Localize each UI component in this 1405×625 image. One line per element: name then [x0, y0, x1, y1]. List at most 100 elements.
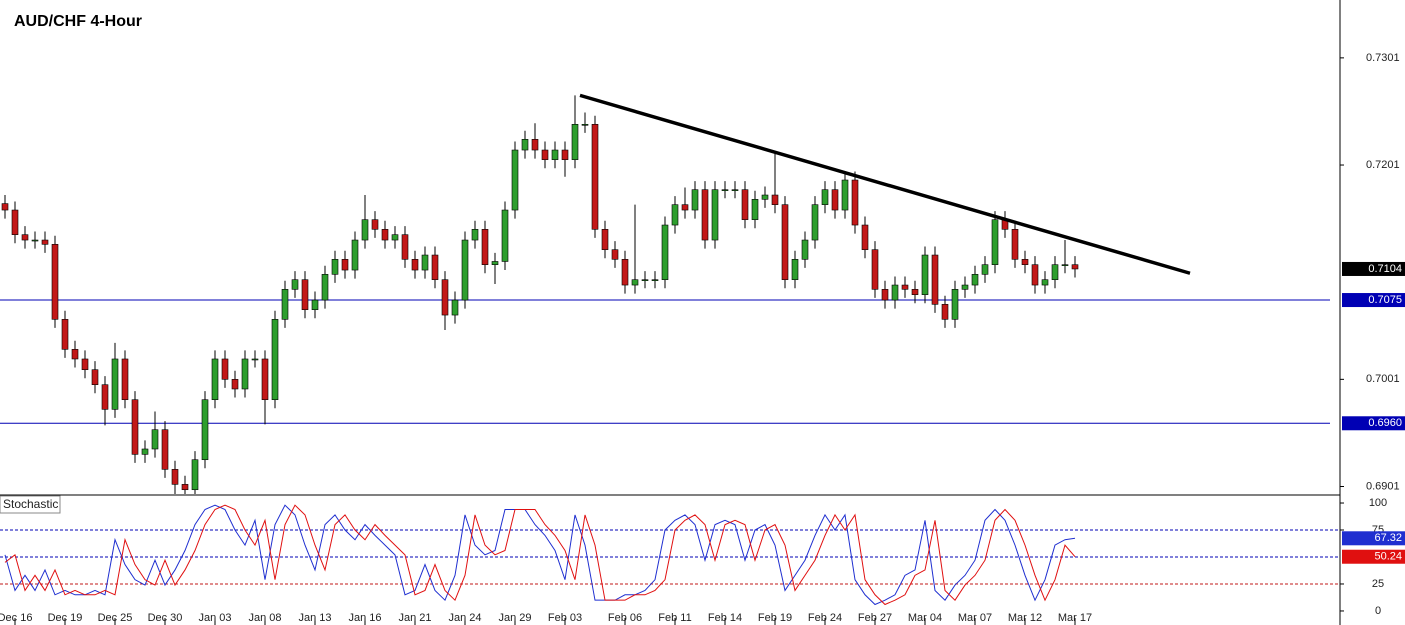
candle-body	[841, 179, 849, 211]
x-tick-label: Jan 21	[398, 612, 431, 624]
candle-body	[541, 149, 549, 160]
candle-body	[931, 254, 939, 305]
candle-body	[691, 189, 699, 211]
candle-body	[521, 139, 529, 151]
candle-body	[781, 204, 789, 280]
candle-body	[1071, 264, 1079, 270]
candle-body	[251, 358, 259, 361]
candle-body	[501, 209, 509, 262]
candle-body	[71, 349, 79, 360]
stochastic-value-label: 50.24	[1374, 551, 1402, 563]
candle-body	[681, 204, 689, 211]
candle-body	[561, 149, 569, 160]
x-tick-label: Jan 03	[198, 612, 231, 624]
candle-body	[1061, 264, 1069, 266]
candle-body	[1011, 229, 1019, 260]
candle-body	[831, 189, 839, 211]
last-price-label-box	[1342, 261, 1405, 276]
candle-body	[941, 304, 949, 320]
x-tick-label: Mar 07	[958, 612, 992, 624]
candle-body	[531, 139, 539, 151]
candle-body	[381, 229, 389, 241]
candle-body	[461, 239, 469, 301]
candle-body	[451, 299, 459, 316]
candle-body	[61, 319, 69, 350]
level-label-box	[1342, 416, 1405, 431]
x-tick-label: Feb 06	[608, 612, 642, 624]
candle-body	[671, 204, 679, 226]
candle-body	[321, 274, 329, 301]
candle-body	[111, 358, 119, 410]
x-tick-label: Feb 11	[658, 612, 691, 624]
candle-body	[951, 289, 959, 320]
level-label: 0.7075	[1368, 294, 1402, 306]
candle-body	[821, 189, 829, 205]
candle-body	[571, 124, 579, 160]
candle-body	[1031, 264, 1039, 286]
y-tick-label: 0.7001	[1366, 373, 1400, 385]
x-tick-label: Jan 08	[248, 612, 281, 624]
x-tick-label: Dec 25	[98, 612, 133, 624]
candle-body	[191, 459, 199, 491]
candle-body	[851, 179, 859, 226]
candle-body	[391, 234, 399, 241]
candle-body	[281, 289, 289, 320]
candle-body	[881, 289, 889, 301]
x-tick-label: Feb 03	[548, 612, 582, 624]
candle-body	[171, 469, 179, 485]
x-tick-label: Mar 17	[1058, 612, 1092, 624]
candle-body	[51, 244, 59, 320]
stochastic-line	[4, 504, 1076, 606]
candle-body	[1021, 259, 1029, 265]
x-tick-label: Dec 30	[148, 612, 183, 624]
stochastic-value-label: 67.32	[1374, 532, 1402, 544]
candle-body	[771, 194, 779, 205]
candle-body	[21, 234, 29, 241]
candle-body	[551, 149, 559, 160]
candle-body	[331, 259, 339, 275]
candle-body	[751, 199, 759, 220]
candle-body	[891, 284, 899, 301]
candle-body	[1041, 279, 1049, 286]
stochastic-value-label-box	[1342, 549, 1405, 564]
x-tick-label: Mar 12	[1008, 612, 1042, 624]
candle-body	[581, 124, 589, 126]
candle-body	[441, 279, 449, 316]
candle-body	[861, 224, 869, 250]
x-tick-label: Feb 14	[708, 612, 742, 624]
candle-body	[511, 149, 519, 211]
candle-body	[421, 254, 429, 271]
candle-body	[301, 279, 309, 310]
candle-body	[181, 484, 189, 491]
candle-body	[41, 239, 49, 245]
candle-body	[791, 259, 799, 280]
candle-body	[611, 249, 619, 260]
y-tick-label: 0.7201	[1366, 159, 1400, 171]
candle-body	[371, 219, 379, 230]
stochastic-line	[4, 504, 1076, 606]
x-tick-label: Dec 16	[0, 612, 32, 624]
candle-body	[741, 189, 749, 220]
x-tick-label: Jan 16	[348, 612, 381, 624]
candle-body	[631, 279, 639, 286]
candle-body	[401, 234, 409, 260]
trendline	[579, 93, 1191, 275]
y-tick-label: 0.6901	[1366, 480, 1400, 492]
candle-body	[91, 369, 99, 385]
indicator-label-box	[0, 495, 61, 514]
x-tick-label: Jan 24	[448, 612, 481, 624]
y-tick-label: 100	[1369, 497, 1387, 509]
x-tick-label: Mar 04	[908, 612, 942, 624]
level-label-box	[1342, 293, 1405, 308]
candle-body	[991, 219, 999, 265]
candle-body	[361, 219, 369, 241]
candle-body	[701, 189, 709, 241]
y-tick-label: 25	[1372, 578, 1384, 590]
candle-body	[141, 448, 149, 455]
candle-body	[261, 358, 269, 401]
candle-body	[971, 274, 979, 286]
x-tick-label: Dec 19	[48, 612, 83, 624]
candle-body	[31, 239, 39, 242]
candle-body	[291, 279, 299, 290]
